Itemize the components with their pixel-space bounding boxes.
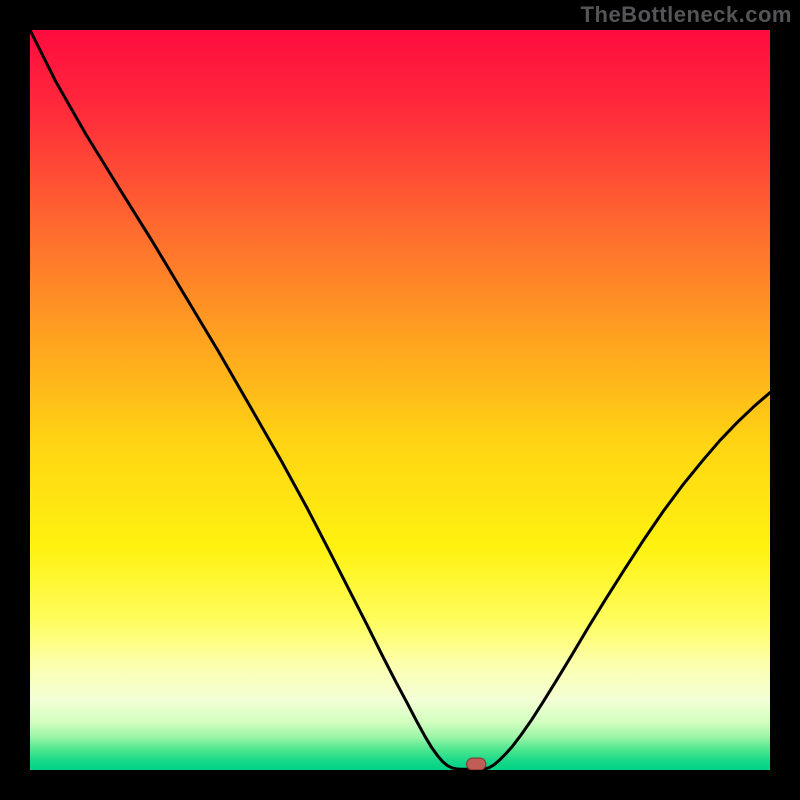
watermark-text: TheBottleneck.com bbox=[581, 2, 792, 28]
plot-area bbox=[30, 30, 770, 770]
optimal-marker bbox=[30, 30, 770, 770]
chart-frame: TheBottleneck.com bbox=[0, 0, 800, 800]
